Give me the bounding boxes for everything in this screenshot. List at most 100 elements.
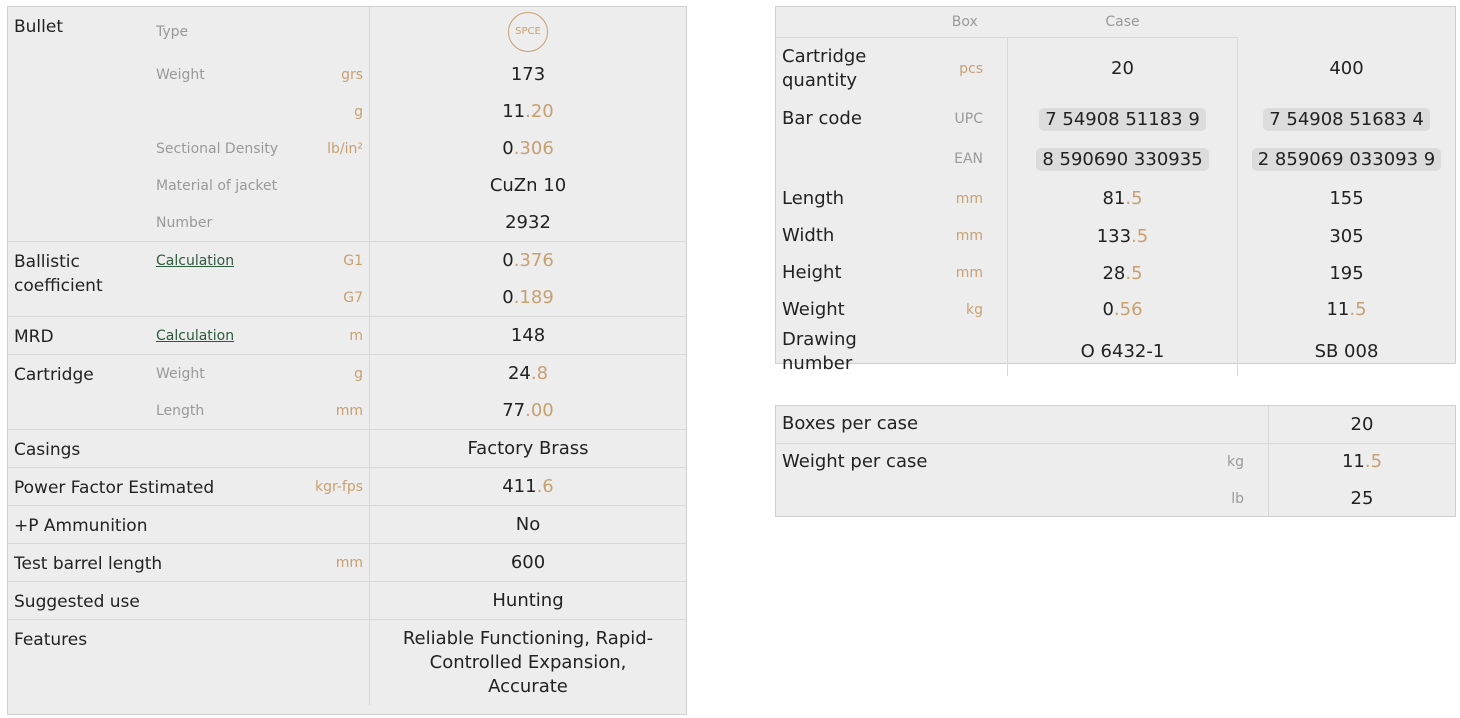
value: 11.20 xyxy=(369,93,686,130)
value-text: Reliable Functioning, Rapid-Controlled E… xyxy=(402,627,654,697)
value-case: 155 xyxy=(1237,179,1455,218)
value-case: 7 54908 51683 4 xyxy=(1237,99,1455,139)
barcode-value: 7 54908 51683 4 xyxy=(1263,107,1430,131)
row-label: Length xyxy=(782,187,845,209)
value-decimal: .20 xyxy=(525,100,554,122)
value: 0.306 xyxy=(369,130,686,167)
value-decimal: .5 xyxy=(1349,299,1367,320)
sub-label: Weight xyxy=(156,365,205,382)
value: 24.8 xyxy=(369,355,686,392)
unit: mm xyxy=(335,402,363,419)
value-case: 305 xyxy=(1237,217,1455,255)
packaging-row: Height mm 28.5 195 xyxy=(776,254,1455,292)
packaging-row: Cartridge quantity pcs 20 400 xyxy=(776,37,1455,100)
value: Reliable Functioning, Rapid-Controlled E… xyxy=(369,620,686,705)
sub-label: Calculation xyxy=(156,251,306,271)
barcode-value: 8 590690 330935 xyxy=(1036,147,1209,171)
value-text: Hunting xyxy=(492,589,564,611)
unit: mm xyxy=(335,554,363,571)
value-box: 7 54908 51183 9 xyxy=(1007,99,1238,139)
row-label: Cartridge quantity xyxy=(782,45,867,91)
unit: kg xyxy=(966,301,983,318)
header-row: Box Case xyxy=(776,7,1455,38)
per-case-row: Boxes per case 20 xyxy=(776,406,1455,443)
unit: mm xyxy=(955,228,983,244)
value-case: 195 xyxy=(1237,254,1455,292)
value: 600 xyxy=(369,544,686,581)
value-integer: 133 xyxy=(1096,225,1132,247)
value-text: 2932 xyxy=(505,211,551,233)
row-label: Weight per case xyxy=(782,450,928,472)
calculation-link[interactable]: Calculation xyxy=(156,252,235,269)
value-integer: 0 xyxy=(502,137,514,159)
group-label: Cartridge xyxy=(14,365,94,385)
spec-group: Features Reliable Functioning, Rapid-Cont… xyxy=(8,620,686,705)
per-case-grid: Boxes per case 20 Weight per case kg 11.5 lb 2… xyxy=(776,406,1455,517)
value-box: 0.56 xyxy=(1007,291,1238,328)
unit: lb xyxy=(1231,490,1244,507)
packaging-row: Width mm 133.5 305 xyxy=(776,217,1455,255)
spec-row: mm 600 xyxy=(290,544,686,581)
sub-rows: Calculation G1 0.376 G7 0.189 xyxy=(156,242,686,316)
spec-row: Calculation G1 0.376 xyxy=(156,242,686,279)
value-text: 305 xyxy=(1329,225,1364,247)
value-decimal: .56 xyxy=(1113,299,1143,320)
unit: UPC xyxy=(954,111,983,127)
spec-row: Factory Brass xyxy=(290,430,686,467)
value: 173 xyxy=(369,56,686,93)
value: Factory Brass xyxy=(369,430,686,467)
spec-row: Sectional Density lb/in² 0.306 xyxy=(156,130,686,167)
unit: m xyxy=(349,327,363,344)
spec-group: Power Factor Estimated kgr-fps 411.6 xyxy=(8,468,686,506)
value-integer: 0 xyxy=(502,286,514,308)
sub-rows: Factory Brass xyxy=(290,430,686,467)
value: 148 xyxy=(369,317,686,354)
group-label: Casings xyxy=(14,440,81,460)
value-case: 2 859069 033093 9 xyxy=(1237,138,1455,180)
spec-row: Weight g 24.8 xyxy=(156,355,686,392)
value-integer: 11 xyxy=(1341,451,1365,473)
unit: kg xyxy=(1227,453,1244,470)
packaging-row: EAN 8 590690 330935 2 859069 033093 9 xyxy=(776,138,1455,180)
value-box: 81.5 xyxy=(1007,179,1238,218)
value-integer: 11 xyxy=(1326,299,1350,320)
value-text: 25 xyxy=(1350,488,1374,509)
sub-rows: Hunting xyxy=(290,582,686,619)
value: CuZn 10 xyxy=(369,167,686,204)
unit: G7 xyxy=(343,289,363,306)
value-decimal: .306 xyxy=(513,137,554,159)
sub-label: Number xyxy=(156,214,213,231)
value-box: 133.5 xyxy=(1007,217,1238,255)
value-integer: 11 xyxy=(502,100,526,122)
spec-group: Test barrel length mm 600 xyxy=(8,544,686,582)
value-decimal: .6 xyxy=(536,475,554,497)
sub-rows: No xyxy=(290,506,686,543)
spec-row: G7 0.189 xyxy=(156,279,686,316)
packaging-row: Bar code UPC 7 54908 51183 9 7 54908 51683 … xyxy=(776,99,1455,139)
unit: mm xyxy=(955,190,983,207)
value-decimal: .189 xyxy=(513,286,554,308)
value-decimal: .5 xyxy=(1125,188,1143,209)
spec-group: Ballistic coefficient Calculation G1 0.376 G… xyxy=(8,242,686,317)
spec-row: Reliable Functioning, Rapid-Controlled E… xyxy=(290,620,686,705)
spec-group: Bullet Type SPCE Weight grs 173 g 11.20 Sectiona… xyxy=(8,7,686,242)
row-label xyxy=(776,480,1164,517)
group-label: MRD xyxy=(14,327,54,347)
spec-row: kgr-fps 411.6 xyxy=(290,468,686,505)
group-label: +P Ammunition xyxy=(14,516,148,536)
sub-rows: mm 600 xyxy=(290,544,686,581)
value-case: 400 xyxy=(1237,37,1455,100)
unit: grs xyxy=(341,66,363,83)
spec-group: Casings Factory Brass xyxy=(8,430,686,468)
value-box: 8 590690 330935 xyxy=(1007,138,1238,180)
value-decimal: .376 xyxy=(513,249,554,271)
value-case: 11.5 xyxy=(1237,291,1455,328)
barcode-value: 7 54908 51183 9 xyxy=(1039,107,1206,131)
calculation-link[interactable]: Calculation xyxy=(156,327,235,344)
row-label: Drawing number xyxy=(782,328,857,374)
value-decimal: .5 xyxy=(1364,451,1383,473)
value: 411.6 xyxy=(369,468,686,505)
value-integer: 28 xyxy=(1102,262,1126,284)
value: SPCE xyxy=(369,7,686,56)
value: 2932 xyxy=(369,204,686,241)
